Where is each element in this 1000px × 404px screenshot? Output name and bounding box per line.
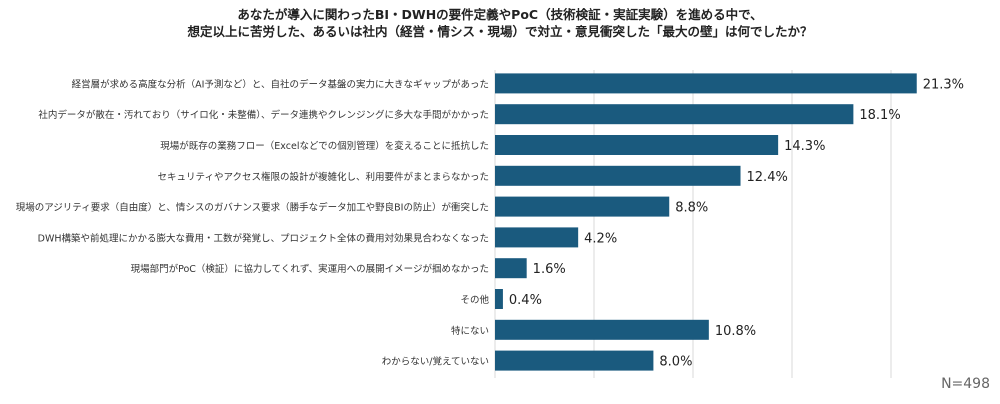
data-label: 14.3%: [784, 139, 825, 154]
category-label: 現場部門がPoC（検証）に協力してくれず、実運用への展開イメージが掴めなかった: [131, 263, 489, 275]
category-label: 経営層が求める高度な分析（AI予測など）と、自社のデータ基盤の実力に大きなギャッ…: [72, 78, 489, 90]
category-label: その他: [460, 294, 489, 306]
bar: [495, 165, 741, 186]
category-label: 現場のアジリティ要求（自由度）と、情シスのガバナンス要求（勝手なデータ加工や野良…: [16, 202, 489, 214]
category-label: セキュリティやアクセス権限の設計が複雑化し、利用要件がまとまらなかった: [158, 171, 489, 183]
bar: [495, 350, 654, 371]
bar: [495, 196, 670, 217]
category-label: DWH構築や前処理にかかる膨大な費用・工数が発覚し、プロジェクト全体の費用対効果…: [38, 232, 489, 244]
bar: [495, 135, 779, 155]
data-label: 8.0%: [659, 355, 692, 370]
chart-title-line-2: 想定以上に苦労した、あるいは社内（経営・情シス・現場）で対立・意見衝突した「最大…: [187, 24, 813, 39]
data-label: 12.4%: [747, 170, 788, 185]
bar: [495, 319, 709, 340]
chart-title: あなたが導入に関わったBI・DWHの要件定義やPoC（技術検証・実証実験）を進め…: [0, 6, 1000, 40]
category-label: 社内データが散在・汚れており（サイロ化・未整備）、データ連携やクレンジングに多大…: [38, 109, 489, 121]
data-label: 10.8%: [715, 324, 756, 339]
data-label: 18.1%: [859, 108, 900, 123]
bar: [495, 227, 579, 248]
data-label: 1.6%: [533, 262, 566, 277]
data-label: 4.2%: [584, 231, 617, 246]
chart-title-line-1: あなたが導入に関わったBI・DWHの要件定義やPoC（技術検証・実証実験）を進め…: [237, 7, 763, 22]
category-label: 現場が既存の業務フロー（Excelなどでの個別管理）を変えることに抵抗した: [160, 140, 489, 152]
category-label: わからない/覚えていない: [382, 356, 489, 368]
bar: [495, 73, 917, 94]
bar: [495, 258, 527, 279]
bar: [495, 104, 854, 125]
category-label: 特にない: [451, 325, 489, 337]
sample-size-label: N=498: [941, 376, 990, 392]
bar: [495, 289, 503, 309]
data-label: 21.3%: [923, 77, 964, 92]
data-label: 0.4%: [509, 293, 542, 308]
data-label: 8.8%: [675, 201, 708, 216]
